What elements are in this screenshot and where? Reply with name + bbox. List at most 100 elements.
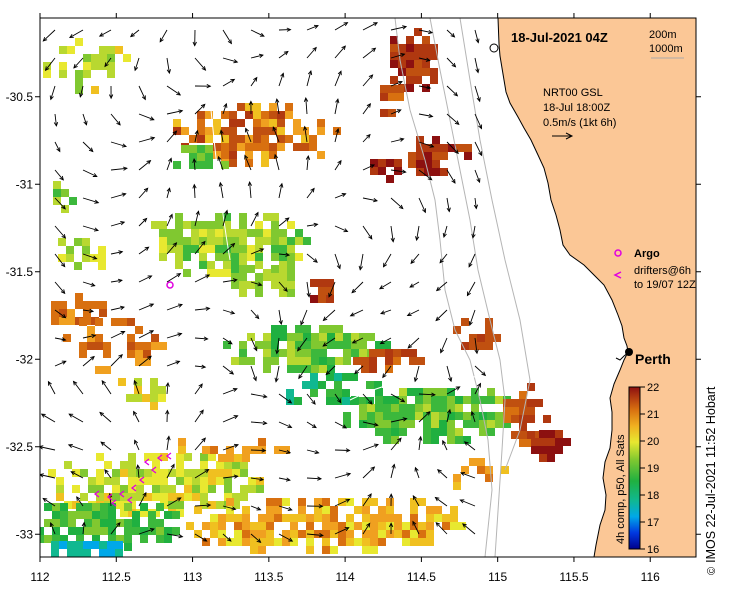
current-arrow: [82, 113, 88, 126]
sst-cell: [255, 229, 263, 237]
sst-cell: [221, 135, 229, 143]
sst-cell: [100, 519, 108, 527]
current-arrow: [334, 193, 347, 199]
current-arrow: [67, 443, 84, 451]
sst-cell: [287, 273, 295, 281]
sst-cell: [380, 85, 388, 93]
sst-cell: [318, 295, 326, 303]
current-arrow: [244, 154, 252, 171]
sst-cell: [279, 245, 287, 253]
sst-cell: [519, 391, 527, 399]
sst-cell: [277, 111, 285, 119]
sst-cell: [351, 333, 359, 341]
current-arrow: [68, 413, 84, 423]
sst-cell: [200, 453, 208, 461]
current-arrow: [250, 29, 265, 37]
drifter-marker: [143, 458, 150, 466]
sst-cell: [191, 245, 199, 253]
sst-cell: [453, 474, 461, 482]
sst-cell: [226, 454, 234, 462]
sst-cell: [135, 350, 143, 358]
current-arrow: [166, 303, 183, 311]
current-arrow: [446, 29, 456, 38]
sst-cell: [83, 70, 91, 78]
sst-cell: [385, 357, 393, 365]
sst-cell: [377, 349, 385, 357]
sst-cell: [408, 152, 416, 160]
sst-cell: [59, 62, 67, 70]
current-arrow: [390, 80, 403, 87]
current-arrow: [110, 353, 123, 367]
current-arrow: [278, 421, 293, 429]
credit-text: IMOS 22-Jul-2021 11:52 Hobart: [704, 386, 718, 563]
sst-cell: [56, 477, 64, 485]
current-arrow: [418, 29, 434, 35]
current-arrow: [275, 337, 280, 355]
sst-cell: [183, 221, 191, 229]
current-arrow: [138, 355, 152, 367]
current-arrow: [354, 365, 364, 375]
sst-cell: [390, 52, 398, 60]
current-arrow: [166, 157, 173, 171]
sst-cell: [285, 135, 293, 143]
current-arrow: [54, 197, 66, 210]
sst-cell: [143, 350, 151, 358]
current-arrow: [306, 253, 318, 263]
sst-cell: [99, 549, 107, 557]
sst-cell: [120, 509, 128, 517]
sst-cell: [519, 399, 527, 407]
sst-cell: [115, 549, 123, 557]
sst-cell: [370, 498, 378, 506]
y-tick-label: -30.5: [6, 90, 34, 104]
sst-cell: [519, 415, 527, 423]
sst-cell: [132, 519, 140, 527]
sst-cell: [271, 253, 279, 261]
sst-cell: [414, 28, 422, 36]
sst-cell: [415, 388, 423, 396]
sst-cell: [261, 143, 269, 151]
current-arrow: [274, 365, 280, 383]
sst-cell: [503, 420, 511, 428]
sst-cell: [440, 144, 448, 152]
sst-cell: [51, 541, 59, 549]
current-arrow: [192, 183, 197, 199]
sst-cell: [183, 269, 191, 277]
sst-cell: [111, 318, 119, 326]
sst-cell: [247, 245, 255, 253]
current-arrow: [463, 441, 476, 451]
current-arrow: [166, 497, 182, 507]
sst-cell: [75, 293, 83, 301]
sst-cell: [250, 530, 258, 538]
sst-cell: [318, 381, 326, 389]
sst-cell: [366, 381, 374, 389]
current-arrow: [414, 466, 420, 479]
sst-cell: [271, 341, 279, 349]
x-tick-label: 116: [641, 570, 660, 584]
sst-cell: [547, 446, 555, 454]
sst-cell: [294, 397, 302, 405]
current-arrow: [194, 103, 206, 115]
sst-cell: [418, 530, 426, 538]
sst-cell: [298, 498, 306, 506]
sst-cell: [92, 527, 100, 535]
sst-cell: [391, 412, 399, 420]
sst-cell: [221, 151, 229, 159]
sst-cell: [63, 334, 71, 342]
sst-cell: [226, 514, 234, 522]
sst-cell: [234, 522, 242, 530]
sst-cell: [112, 493, 120, 501]
sst-cell: [205, 127, 213, 135]
sst-cell: [394, 522, 402, 530]
sst-cell: [127, 350, 135, 358]
sst-cell: [263, 273, 271, 281]
sst-cell: [269, 143, 277, 151]
sst-cell: [431, 412, 439, 420]
current-arrow: [40, 445, 56, 451]
sst-cell: [263, 357, 271, 365]
current-arrow: [250, 281, 263, 287]
sst-cell: [447, 412, 455, 420]
sst-cell: [108, 503, 116, 511]
current-arrow: [459, 499, 476, 507]
sst-cell: [271, 245, 279, 253]
current-arrow: [379, 337, 392, 345]
